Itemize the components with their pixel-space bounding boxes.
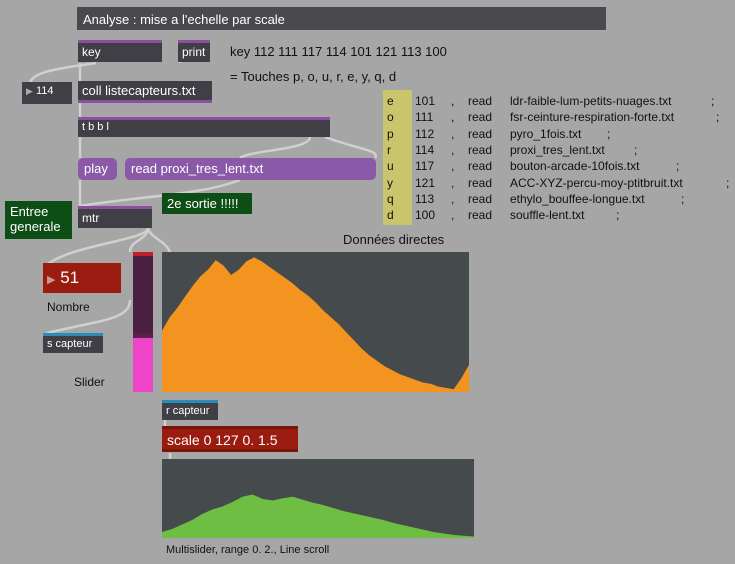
coll-object-label: coll listecapteurs.txt <box>82 83 196 98</box>
key-object[interactable]: key <box>78 40 162 62</box>
table-code: 114 <box>415 142 435 157</box>
table-code: 101 <box>415 94 436 108</box>
play-message-label: play <box>84 161 108 176</box>
send-capteur-label: s capteur <box>47 338 93 350</box>
multislider-comment: Multislider, range 0. 2., Line scroll <box>166 544 330 556</box>
number-box-51[interactable]: ▶ 51 <box>43 263 121 293</box>
table-code: 100 <box>415 208 436 223</box>
touches-comment: = Touches p, o, u, r, e, y, q, d <box>230 69 397 84</box>
receive-capteur-object[interactable]: r capteur <box>162 400 218 420</box>
direct-data-plot <box>162 257 469 392</box>
table-command: read <box>468 126 493 141</box>
table-letter: u <box>387 159 394 174</box>
table-filename: ethylo_bouffee-longue.txt <box>510 191 645 206</box>
table-command: read <box>468 94 493 108</box>
table-terminator: ; <box>607 126 611 141</box>
table-separator: , <box>451 159 455 174</box>
read-message[interactable]: read proxi_tres_lent.txt <box>125 158 376 180</box>
slider-knob[interactable] <box>133 333 153 338</box>
table-filename: bouton-arcade-10fois.txt <box>510 159 640 174</box>
table-separator: , <box>451 208 455 223</box>
table-letter: y <box>387 175 393 190</box>
table-letter: e <box>387 94 394 108</box>
slider-top-cap <box>133 252 153 256</box>
read-message-label: read proxi_tres_lent.txt <box>131 161 264 176</box>
send-capteur-object[interactable]: s capteur <box>43 333 103 353</box>
table-letter: o <box>387 110 394 125</box>
print-object-label: print <box>182 45 206 59</box>
table-letter: d <box>387 208 394 223</box>
table-filename: ldr-faible-lum-petits-nuages.txt <box>510 94 672 108</box>
table-separator: , <box>451 191 455 206</box>
letters-column <box>383 90 412 225</box>
table-filename: fsr-ceinture-respiration-forte.txt <box>510 110 675 125</box>
number-box-114-value: 114 <box>35 85 54 97</box>
table-terminator: ; <box>681 191 685 206</box>
direct-data-area <box>162 257 469 392</box>
nombre-comment: Nombre <box>47 300 90 314</box>
table-code: 113 <box>415 191 435 206</box>
table-command: read <box>468 175 493 190</box>
table-terminator: ; <box>716 110 720 125</box>
table-command: read <box>468 142 493 157</box>
table-terminator: ; <box>634 142 638 157</box>
table-letter: q <box>387 191 394 206</box>
vertical-slider[interactable] <box>133 252 153 392</box>
table-separator: , <box>451 142 455 157</box>
table-terminator: ; <box>726 175 730 190</box>
trigger-object-label: t b b l <box>82 121 109 133</box>
table-separator: , <box>451 175 455 190</box>
donnees-directes-title: Données directes <box>343 232 445 247</box>
number-triangle-icon: ▶ <box>26 86 33 96</box>
table-filename: souffle-lent.txt <box>510 208 585 223</box>
table-terminator: ; <box>676 159 680 174</box>
table-filename: proxi_tres_lent.txt <box>510 142 605 157</box>
table-command: read <box>468 110 493 125</box>
number-triangle-icon: ▶ <box>47 274 56 286</box>
slider-fill <box>133 338 153 392</box>
table-terminator: ; <box>711 94 715 108</box>
number-box-51-value: 51 <box>60 268 80 287</box>
deuxieme-sortie-label: 2e sortie !!!!! <box>162 193 252 214</box>
table-code: 111 <box>415 110 434 125</box>
patch-title: Analyse : mise a l'echelle par scale <box>77 7 606 30</box>
print-object[interactable]: print <box>178 40 210 62</box>
table-code: 121 <box>415 175 436 190</box>
table-separator: , <box>451 110 455 125</box>
coll-object[interactable]: coll listecapteurs.txt <box>78 81 212 103</box>
direct-data-multislider[interactable] <box>162 252 469 392</box>
number-box-114[interactable]: ▶ 114 <box>22 82 72 104</box>
mtr-object[interactable]: mtr <box>78 206 152 228</box>
table-code: 112 <box>415 126 435 141</box>
table-command: read <box>468 191 493 206</box>
trigger-object[interactable]: t b b l <box>78 117 330 137</box>
scaled-data-plot <box>162 494 474 538</box>
table-letter: p <box>387 126 394 141</box>
table-command: read <box>468 159 493 174</box>
table-code: 117 <box>415 159 435 174</box>
scale-object[interactable]: scale 0 127 0. 1.5 <box>162 426 298 452</box>
table-separator: , <box>451 126 455 141</box>
key-object-label: key <box>82 45 101 59</box>
slider-comment: Slider <box>74 375 105 389</box>
table-separator: , <box>451 94 455 108</box>
mtr-object-label: mtr <box>82 211 100 225</box>
play-message[interactable]: play <box>78 158 117 180</box>
table-letter: r <box>387 142 391 157</box>
key-codes-comment: key 112 111 117 114 101 121 113 100 <box>230 44 447 59</box>
scale-object-label: scale 0 127 0. 1.5 <box>167 432 278 448</box>
table-command: read <box>468 208 493 223</box>
entree-generale-label: Entree generale <box>5 201 72 239</box>
scaled-data-area <box>162 494 474 538</box>
scaled-multislider[interactable] <box>162 459 474 538</box>
table-filename: pyro_1fois.txt <box>510 126 582 141</box>
table-terminator: ; <box>616 208 620 223</box>
receive-capteur-label: r capteur <box>166 405 210 417</box>
table-filename: ACC-XYZ-percu-moy-ptitbruit.txt <box>510 175 683 190</box>
